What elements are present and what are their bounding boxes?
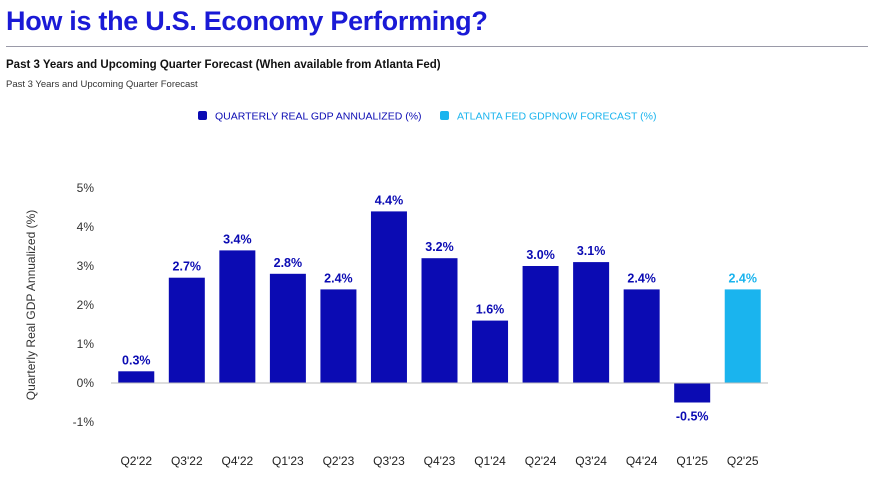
chart-subnote: Past 3 Years and Upcoming Quarter Foreca… bbox=[6, 79, 198, 90]
x-tick-label: Q4'24 bbox=[626, 454, 658, 468]
x-tick-label: Q2'25 bbox=[727, 454, 759, 468]
bar-value-label: -0.5% bbox=[676, 410, 709, 424]
y-tick-label: 2% bbox=[77, 298, 95, 312]
bar-value-label: 2.4% bbox=[728, 271, 757, 285]
bar-value-label: 3.1% bbox=[577, 244, 606, 258]
bar-value-label: 4.4% bbox=[375, 193, 404, 207]
bar-value-label: 2.4% bbox=[324, 271, 353, 285]
x-tick-label: Q2'24 bbox=[525, 454, 557, 468]
bar-value-label: 0.3% bbox=[122, 353, 151, 367]
x-tick-label: Q1'23 bbox=[272, 454, 304, 468]
title-divider bbox=[6, 46, 868, 47]
x-tick-label: Q4'22 bbox=[222, 454, 254, 468]
legend-swatch-forecast bbox=[440, 111, 449, 120]
bar-value-label: 3.2% bbox=[425, 240, 454, 254]
bar-value-label: 2.7% bbox=[173, 260, 202, 274]
page-title: How is the U.S. Economy Performing? bbox=[6, 6, 488, 36]
gdp-bar bbox=[168, 277, 205, 383]
y-axis-title: Quarterly Real GDP Annualized (%) bbox=[24, 210, 38, 401]
x-tick-label: Q1'25 bbox=[676, 454, 708, 468]
bar-value-label: 3.0% bbox=[526, 248, 555, 262]
bar-value-label: 3.4% bbox=[223, 232, 252, 246]
x-tick-label: Q1'24 bbox=[474, 454, 506, 468]
x-tick-label: Q3'22 bbox=[171, 454, 203, 468]
bar-value-label: 2.4% bbox=[627, 271, 656, 285]
x-tick-label: Q3'24 bbox=[575, 454, 607, 468]
y-tick-label: 1% bbox=[77, 337, 95, 351]
y-tick-label: 4% bbox=[77, 220, 95, 234]
gdp-bar bbox=[269, 273, 306, 383]
gdp-bar bbox=[118, 371, 155, 383]
x-tick-label: Q4'23 bbox=[424, 454, 456, 468]
gdp-bar bbox=[522, 266, 559, 383]
legend-swatch-actual bbox=[198, 111, 207, 120]
gdp-bar bbox=[573, 262, 610, 383]
gdp-bar bbox=[370, 211, 407, 383]
bar-value-label: 1.6% bbox=[476, 303, 505, 317]
legend-label: ATLANTA FED GDPNOW FORECAST (%) bbox=[457, 111, 657, 123]
gdp-bar bbox=[472, 320, 509, 383]
y-tick-label: 5% bbox=[77, 181, 95, 195]
x-tick-label: Q2'22 bbox=[120, 454, 152, 468]
gdp-bar bbox=[320, 289, 357, 383]
bar-value-label: 2.8% bbox=[274, 256, 303, 270]
chart-subtitle: Past 3 Years and Upcoming Quarter Foreca… bbox=[6, 59, 441, 71]
x-tick-label: Q2'23 bbox=[323, 454, 355, 468]
legend-label: QUARTERLY REAL GDP ANNUALIZED (%) bbox=[215, 111, 422, 123]
gdp-bar bbox=[421, 258, 458, 383]
y-tick-label: 0% bbox=[77, 376, 95, 390]
x-tick-label: Q3'23 bbox=[373, 454, 405, 468]
gdp-bar bbox=[219, 250, 256, 383]
forecast-bar bbox=[724, 289, 761, 383]
y-tick-label: 3% bbox=[77, 259, 95, 273]
gdp-bar bbox=[623, 289, 660, 383]
gdp-bar bbox=[674, 383, 711, 403]
y-tick-label: -1% bbox=[73, 415, 95, 429]
